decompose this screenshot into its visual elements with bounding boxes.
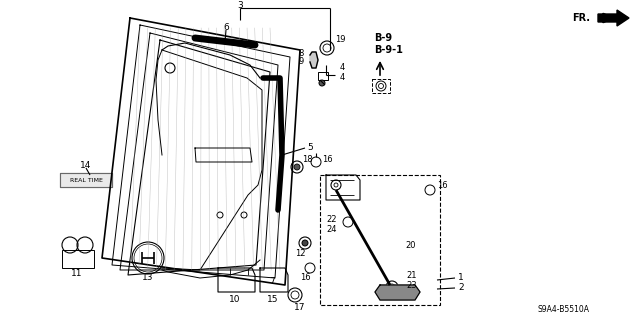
Text: 3: 3 [237,2,243,11]
Text: 18: 18 [302,155,312,165]
Bar [60,173,112,187]
Bar [62,250,94,268]
Text: 16: 16 [300,273,310,283]
Circle shape [302,240,308,246]
Text: 23: 23 [406,280,417,290]
Text: 8: 8 [299,49,304,58]
Text: 6: 6 [223,23,229,32]
Bar [372,79,390,93]
Polygon shape [60,173,112,187]
Text: 13: 13 [142,273,154,283]
Text: 16: 16 [437,181,447,189]
Text: 7: 7 [269,278,275,286]
Circle shape [378,84,383,88]
Circle shape [294,164,300,170]
Text: 1: 1 [458,273,464,283]
Text: FR.: FR. [572,13,590,23]
Text: 17: 17 [294,303,306,313]
Text: 14: 14 [80,160,92,169]
Text: 5: 5 [307,144,313,152]
Text: 12: 12 [295,249,305,258]
Text: 15: 15 [268,295,279,305]
Circle shape [319,80,325,86]
Text: B-9-1: B-9-1 [374,45,403,55]
Text: 19: 19 [335,35,346,44]
Polygon shape [310,52,318,68]
Text: 4: 4 [340,63,345,71]
Text: 9: 9 [299,57,304,66]
Polygon shape [375,285,420,300]
Circle shape [334,183,338,187]
Text: REAL TIME: REAL TIME [70,177,102,182]
Text: 24: 24 [326,226,337,234]
Bar [320,175,440,305]
Text: 11: 11 [71,270,83,278]
Text: 22: 22 [326,216,337,225]
Circle shape [389,284,395,290]
Text: 16: 16 [322,154,333,164]
Text: 21: 21 [406,271,417,280]
Text: 4: 4 [340,73,345,83]
Text: 20: 20 [405,241,415,249]
Text: B-9: B-9 [374,33,392,43]
Text: 2: 2 [458,284,463,293]
Text: 10: 10 [229,295,241,305]
Text: S9A4-B5510A: S9A4-B5510A [538,306,590,315]
FancyArrow shape [598,10,629,26]
Bar [318,72,328,80]
